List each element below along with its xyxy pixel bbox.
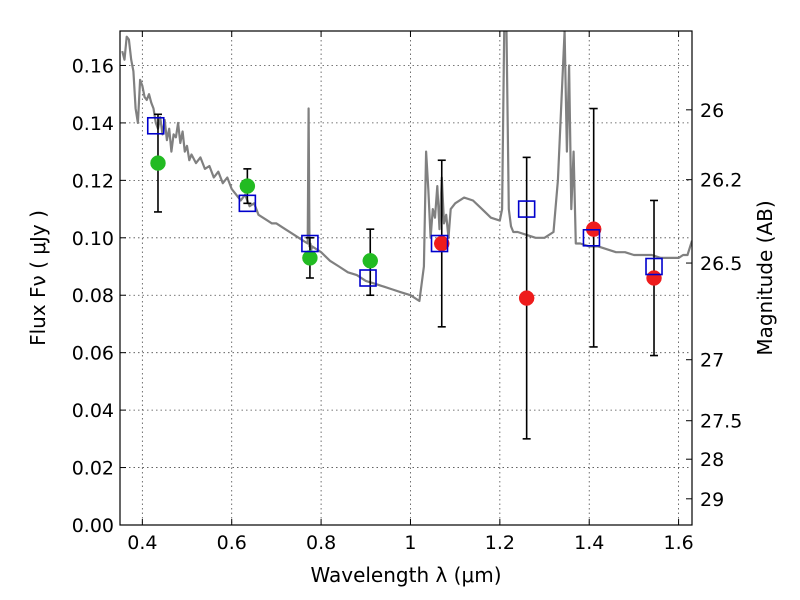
observed-optical-point <box>302 250 318 266</box>
mag-tick-label: 29 <box>700 489 724 511</box>
observed-nir-point <box>518 290 535 306</box>
x-tick-label: 0.6 <box>217 532 247 554</box>
y-tick-label: 0.12 <box>72 170 114 192</box>
model-point-marker <box>146 116 165 135</box>
model-spectrum-line <box>121 31 692 303</box>
right-axis-label: Magnitude (AB) <box>753 200 777 355</box>
model-point-marker <box>301 234 319 253</box>
observed-optical-point <box>239 178 256 194</box>
model-point-marker <box>430 234 449 253</box>
mag-tick-label: 27.5 <box>700 411 742 433</box>
y-tick-label: 0.02 <box>72 458 114 480</box>
plot-frame <box>119 30 693 526</box>
ticks-layer: 0.4 0.6 0.8 1 1.2 1.4 1.6 0.00 0.02 0.04 0.06 0.08 0… <box>72 31 742 554</box>
x-tick-label: 0.8 <box>306 532 336 554</box>
y-tick-label: 0.00 <box>72 515 114 537</box>
model-point-marker <box>582 228 601 247</box>
observed-nir-point <box>646 270 662 286</box>
y-tick-label: 0.06 <box>72 343 114 365</box>
x-axis-label: Wavelength λ (μm) <box>310 563 501 587</box>
y-axis-label: Flux Fν ( μJy ) <box>26 210 50 346</box>
observed-optical-point <box>150 155 166 171</box>
model-point-marker <box>238 194 257 213</box>
x-tick-label: 0.4 <box>127 532 157 554</box>
y-tick-label: 0.16 <box>72 55 114 77</box>
plot-layer <box>121 31 692 303</box>
mag-tick-label: 27 <box>700 350 724 372</box>
y-tick-label: 0.14 <box>72 113 114 135</box>
model-point-marker <box>645 257 663 276</box>
mag-tick-label: 28 <box>700 449 724 471</box>
model-point-marker <box>359 269 377 287</box>
mag-tick-label: 26.5 <box>700 253 742 275</box>
y-tick-label: 0.04 <box>72 400 114 422</box>
x-tick-label: 1.6 <box>663 532 693 554</box>
y-tick-label: 0.08 <box>72 285 114 307</box>
x-tick-label: 1.4 <box>574 532 604 554</box>
points-layer <box>146 107 663 440</box>
observed-optical-point <box>362 253 378 269</box>
model-point-marker <box>517 200 536 218</box>
y-tick-label: 0.10 <box>72 228 114 250</box>
mag-tick-label: 26 <box>700 100 724 122</box>
mag-tick-label: 26.2 <box>700 170 742 192</box>
x-tick-label: 1 <box>404 532 416 554</box>
x-tick-label: 1.2 <box>485 532 515 554</box>
